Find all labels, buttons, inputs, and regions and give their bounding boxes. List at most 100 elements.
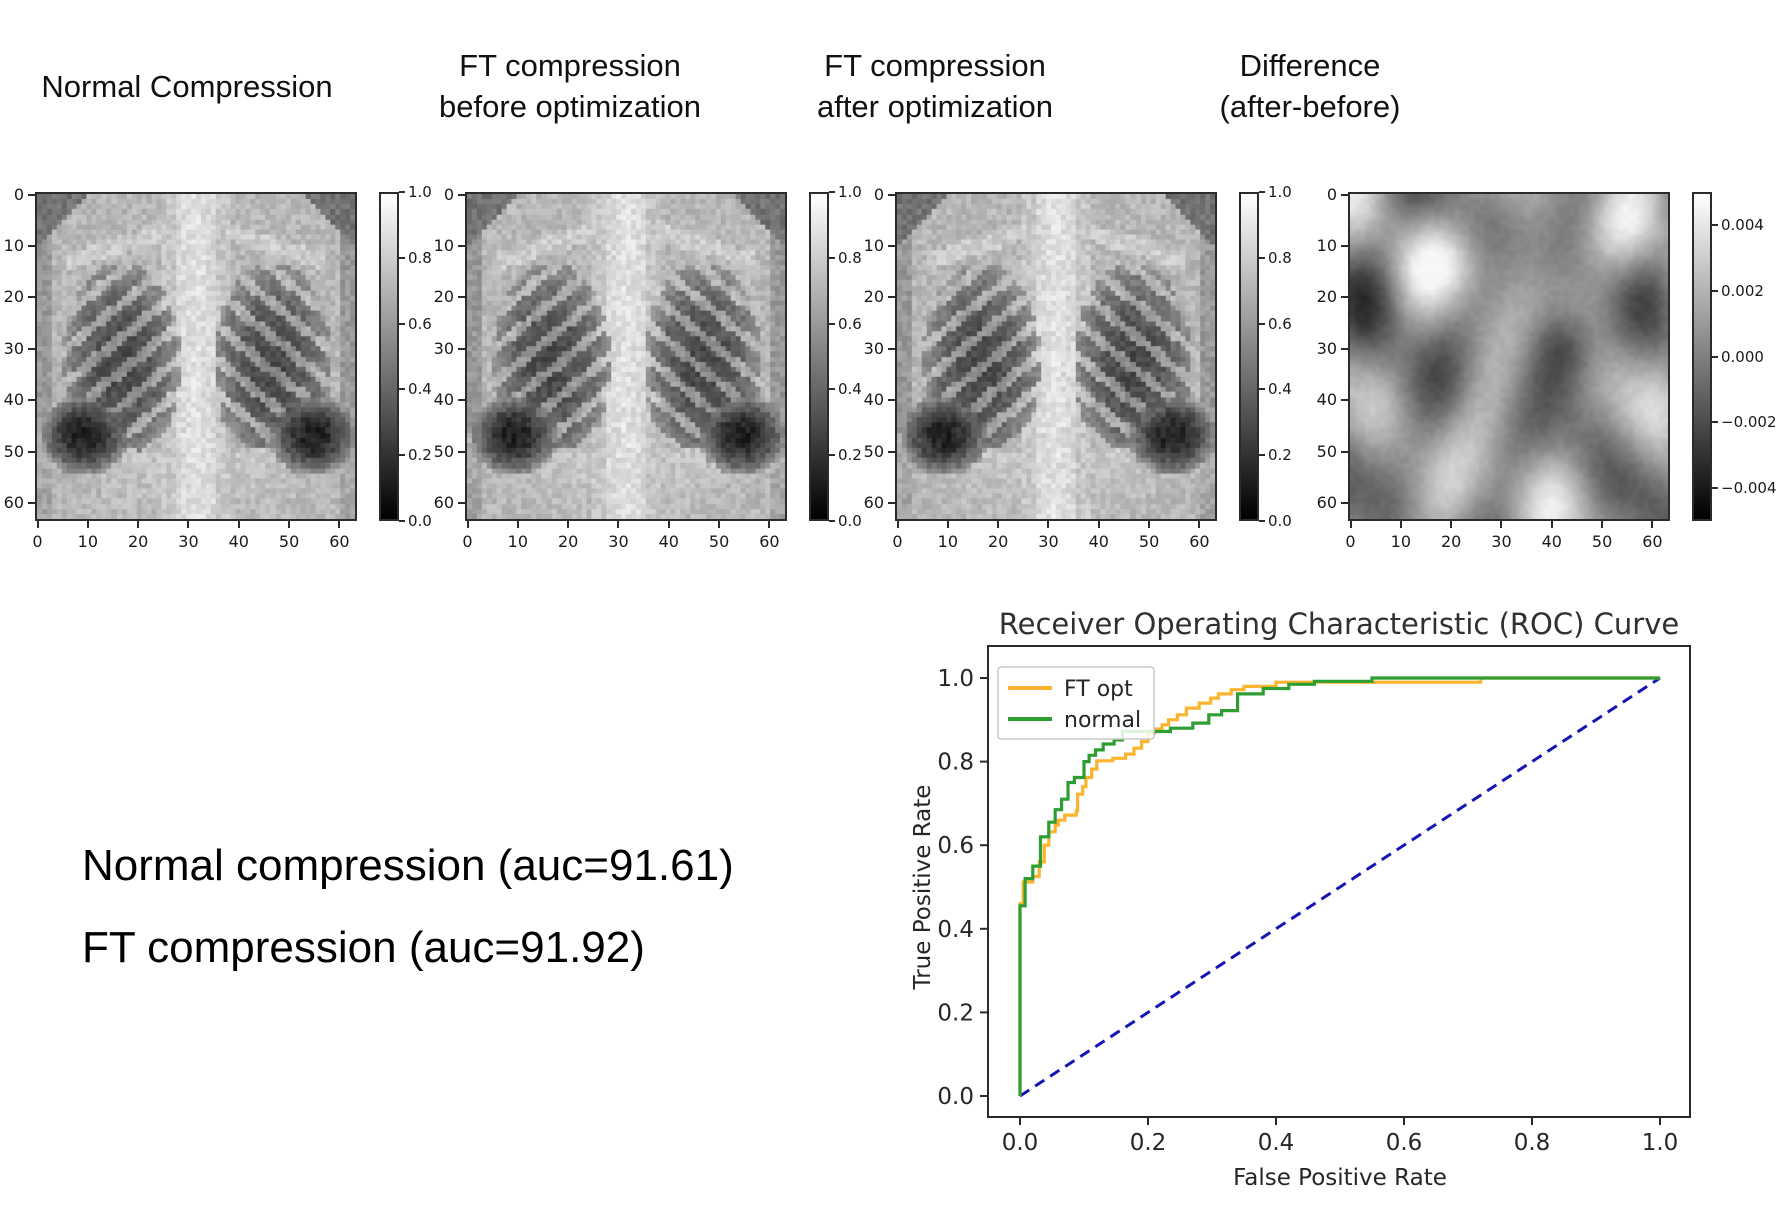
colorbar-difference: [1692, 192, 1712, 521]
colorbar-tick-mark: [829, 191, 835, 193]
y-tick-label: 20: [1316, 287, 1337, 307]
x-tick-mark: [1349, 521, 1352, 528]
auc-annotation-line-1: Normal compression (auc=91.61): [82, 841, 734, 890]
x-tick-mark: [1500, 521, 1503, 528]
y-tick-mark: [28, 244, 35, 247]
y-tick-mark: [888, 244, 895, 247]
y-tick-label: 20: [3, 287, 24, 307]
colorbar-tick-label: 0.2: [838, 446, 862, 465]
xray-image-ft-before: [465, 192, 787, 521]
colorbar-tick-mark: [399, 454, 405, 457]
y-tick-mark: [888, 193, 895, 196]
panel-title-line: after optimization: [816, 89, 1054, 124]
x-tick-label: 40: [1541, 532, 1562, 551]
y-tick-label: 30: [1316, 338, 1337, 358]
roc-y-tick-label: 0.8: [937, 750, 974, 776]
x-tick-mark: [137, 521, 140, 528]
x-tick-mark: [338, 521, 341, 528]
x-tick-mark: [86, 521, 89, 528]
roc-title: Receiver Operating Characteristic (ROC) …: [999, 607, 1679, 641]
y-tick-mark: [458, 399, 465, 402]
colorbar-normal: [379, 192, 399, 521]
colorbar-tick-mark: [399, 322, 405, 325]
y-tick-label: 0: [443, 184, 454, 204]
y-tick-label: 40: [3, 390, 24, 410]
y-tick-label: 10: [1316, 235, 1337, 255]
roc-xlabel: False Positive Rate: [1233, 1165, 1447, 1191]
x-tick-label: 30: [1038, 532, 1059, 551]
x-tick-label: 20: [127, 532, 149, 551]
x-tick-label: 50: [1591, 532, 1613, 551]
panel-title-normal-compression: Normal Compression: [0, 42, 397, 130]
x-tick-mark: [1148, 521, 1151, 528]
x-tick-mark: [896, 521, 899, 528]
panel-title-line: Normal Compression: [41, 68, 333, 104]
colorbar-tick-mark: [1712, 487, 1718, 490]
y-tick-mark: [28, 399, 35, 402]
y-tick-mark: [888, 450, 895, 453]
colorbar-ft-before: [809, 192, 829, 521]
colorbar-tick-mark: [1712, 289, 1718, 292]
colorbar-tick-mark: [1259, 388, 1265, 391]
y-tick-mark: [458, 193, 465, 196]
panel-title-line: (after-before): [1219, 89, 1401, 124]
x-tick-label: 60: [1642, 532, 1663, 551]
colorbar-tick-label: 0.0: [1268, 512, 1292, 530]
difference-heatmap-difference: [1348, 192, 1670, 521]
y-tick-label: 60: [433, 493, 454, 512]
y-tick-mark: [1341, 502, 1348, 504]
x-tick-mark: [1450, 521, 1453, 528]
y-tick-mark: [28, 193, 35, 196]
x-tick-label: 0: [462, 532, 473, 551]
colorbar-tick-mark: [1712, 223, 1718, 226]
x-tick-label: 10: [937, 532, 958, 551]
x-tick-mark: [1399, 521, 1402, 528]
y-tick-mark: [1341, 193, 1348, 196]
x-tick-mark: [516, 521, 519, 528]
colorbar-tick-label: 0.002: [1721, 281, 1764, 300]
y-tick-label: 50: [1316, 441, 1337, 461]
colorbar-tick-mark: [1259, 256, 1265, 259]
y-tick-label: 50: [863, 441, 884, 461]
y-tick-label: 30: [3, 338, 24, 358]
roc-x-tick-label: 1.0: [1642, 1130, 1679, 1156]
panel-title-ft-after: FT compression after optimization: [725, 42, 1145, 130]
x-tick-label: 50: [1138, 532, 1160, 551]
panel-title-line: FT compression: [824, 48, 1046, 83]
y-tick-mark: [888, 347, 895, 350]
y-tick-mark: [458, 347, 465, 350]
x-tick-label: 20: [987, 532, 1009, 551]
roc-y-tick-label: 0.6: [937, 833, 974, 859]
y-tick-label: 60: [863, 493, 884, 512]
x-tick-mark: [237, 521, 240, 528]
x-tick-label: 10: [77, 532, 98, 551]
colorbar-ft-after: [1239, 192, 1259, 521]
roc-x-tick-label: 0.2: [1130, 1130, 1167, 1156]
x-tick-label: 10: [1390, 532, 1411, 551]
colorbar-tick-label: 1.0: [838, 183, 862, 201]
x-tick-mark: [187, 521, 190, 528]
y-tick-label: 40: [433, 390, 454, 410]
y-tick-mark: [458, 296, 465, 299]
y-tick-label: 40: [863, 390, 884, 410]
colorbar-tick-mark: [399, 388, 405, 391]
colorbar-tick-label: −0.004: [1721, 479, 1777, 498]
y-tick-label: 50: [3, 441, 24, 461]
x-tick-mark: [1047, 521, 1050, 528]
colorbar-tick-label: 0.4: [408, 380, 432, 399]
legend-label-ft-opt: FT opt: [1064, 677, 1133, 702]
y-tick-mark: [888, 502, 895, 504]
x-tick-label: 30: [1491, 532, 1512, 551]
colorbar-tick-mark: [1712, 421, 1718, 424]
x-tick-mark: [997, 521, 1000, 528]
colorbar-tick-label: 0.2: [1268, 446, 1292, 465]
colorbar-tick-label: 0.2: [408, 446, 432, 465]
x-tick-mark: [946, 521, 949, 528]
colorbar-tick-label: 1.0: [408, 183, 432, 201]
y-tick-label: 20: [863, 287, 884, 307]
colorbar-tick-mark: [829, 322, 835, 325]
colorbar-tick-mark: [829, 454, 835, 457]
x-tick-mark: [1651, 521, 1654, 528]
x-tick-label: 10: [507, 532, 528, 551]
